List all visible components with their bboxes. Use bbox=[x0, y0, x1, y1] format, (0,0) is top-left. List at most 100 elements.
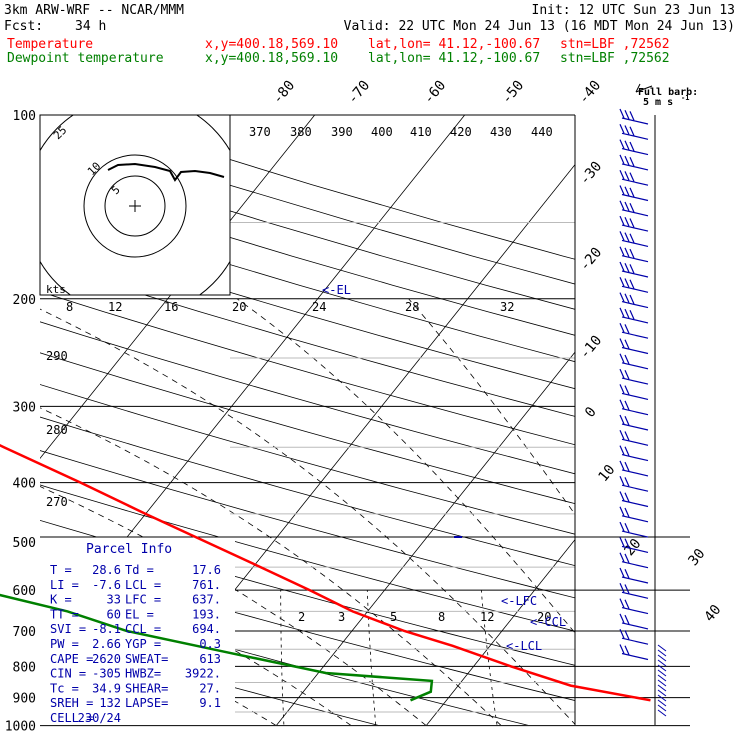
parcel-row-3-col-2: EL = bbox=[125, 607, 154, 621]
wind-barb-18 bbox=[619, 384, 649, 400]
dry-adiabat-390 bbox=[40, 291, 575, 446]
isotherm-10 bbox=[276, 351, 575, 725]
isotherm-label--70: -70 bbox=[345, 78, 374, 108]
parcel-row-7-col-3: 3922. bbox=[185, 667, 221, 681]
parcel-row-6-col-2: SWEAT= bbox=[125, 652, 168, 666]
pressure-label-900: 900 bbox=[13, 692, 36, 707]
dry-adiabat-370 bbox=[40, 352, 575, 505]
parcel-row-4-col-2: CCL = bbox=[125, 622, 161, 636]
parcel-row-1-col-3: 761. bbox=[192, 578, 221, 592]
dry-adiabat-290 bbox=[40, 632, 379, 725]
dry-adiabat-380 bbox=[40, 321, 575, 475]
wind-barb-17 bbox=[619, 368, 649, 385]
dewpoint-trace bbox=[0, 593, 434, 702]
wind-barb-30 bbox=[619, 567, 649, 584]
parcel-row-8-col-1: 34.9 bbox=[92, 681, 121, 695]
parcel-info-title: Parcel Info bbox=[86, 542, 172, 557]
wind-barb-20 bbox=[619, 414, 649, 431]
wind-barb-31 bbox=[619, 583, 649, 599]
parcel-row-3-col-1: 60 bbox=[107, 607, 121, 621]
dewpoint-station: stn=LBF ,72562 bbox=[560, 51, 670, 66]
parcel-row-9-col-2: LAPSE= bbox=[125, 696, 168, 710]
adiabat-label-270: 270 bbox=[46, 495, 68, 509]
dry-adiabat-410 bbox=[40, 232, 575, 390]
mixing-label-12: 12 bbox=[480, 610, 494, 624]
dewpoint-legend-label: Dewpoint temperature bbox=[7, 51, 164, 66]
parcel-row-8-col-2: SHEAR= bbox=[125, 681, 168, 695]
wind-barb-7 bbox=[619, 215, 649, 232]
dry-adiabat-labels: 290 280 270 bbox=[46, 349, 68, 509]
wind-barbs bbox=[619, 108, 667, 717]
wind-barb-16 bbox=[619, 353, 649, 370]
theta-e-label-400: 400 bbox=[371, 125, 393, 139]
dry-adiabat-400 bbox=[40, 261, 575, 417]
wind-barb-low-9 bbox=[657, 689, 667, 697]
parcel-row-0-col-0: T = bbox=[50, 563, 72, 577]
pressure-label-200: 200 bbox=[13, 293, 36, 308]
dry-adiabat-340 bbox=[40, 450, 575, 599]
wind-barb-25 bbox=[619, 491, 649, 508]
speed-label-8: 8 bbox=[66, 300, 73, 314]
theta-e-label-370: 370 bbox=[249, 125, 271, 139]
pressure-label-100: 100 bbox=[13, 109, 36, 124]
wind-barb-21 bbox=[619, 430, 649, 446]
parcel-row-1-col-0: LI = bbox=[50, 578, 79, 592]
isotherm-label--80: -80 bbox=[270, 78, 299, 108]
mixing-ratio-labels: 2 3 5 8 12 20 bbox=[298, 610, 551, 624]
dry-adiabat-460 bbox=[167, 139, 575, 260]
theta-e-label-380: 380 bbox=[290, 125, 312, 139]
lfc-marker: <-LFC bbox=[501, 594, 537, 608]
speed-label-24: 24 bbox=[312, 300, 326, 314]
isotherm-20 bbox=[426, 538, 575, 725]
parcel-row-5-col-0: PW = bbox=[50, 637, 79, 651]
parcel-row-4-col-3: 694. bbox=[192, 622, 221, 636]
parcel-row-2-col-0: K = bbox=[50, 593, 72, 607]
ccl-marker: <-CCL bbox=[530, 615, 566, 629]
parcel-row-7-col-1: -305 bbox=[92, 667, 121, 681]
wind-barb-3 bbox=[619, 154, 649, 171]
wind-barb-6 bbox=[619, 200, 649, 217]
isotherm-40 bbox=[716, 115, 740, 739]
isotherm-label--40: -40 bbox=[576, 78, 605, 108]
wind-barb-9 bbox=[619, 246, 649, 263]
theta-e-label-430: 430 bbox=[490, 125, 512, 139]
isotherm-labels: -80 -70 -60 -50 -40 -30 -20 -10 0 10 20 30 40 bbox=[270, 78, 725, 625]
parcel-row-10-col-1: 230/24 bbox=[78, 711, 121, 725]
wind-barb-26 bbox=[619, 506, 649, 523]
parcel-row-1-col-2: LCL = bbox=[125, 578, 161, 592]
isotherm-30 bbox=[566, 115, 740, 739]
parcel-row-0-col-3: 17.6 bbox=[192, 563, 221, 577]
wind-barb-8 bbox=[619, 231, 649, 247]
parcel-row-0-col-2: Td = bbox=[125, 563, 154, 577]
parcel-row-4-col-1: -8.1 bbox=[92, 622, 121, 636]
pressure-label-400: 400 bbox=[13, 477, 36, 492]
wind-barb-34 bbox=[619, 628, 649, 645]
wind-barb-low-13 bbox=[657, 709, 667, 717]
parcel-row-6-col-3: 613 bbox=[199, 652, 221, 666]
theta-e-label-390: 390 bbox=[331, 125, 353, 139]
wind-barb-22 bbox=[619, 445, 649, 462]
parcel-row-9-col-3: 9.1 bbox=[199, 696, 221, 710]
wind-barb-low-4 bbox=[657, 664, 667, 672]
parcel-row-8-col-3: 27. bbox=[199, 681, 221, 695]
wind-barb-11 bbox=[619, 277, 649, 293]
wind-barb-32 bbox=[619, 598, 649, 615]
parcel-row-4-col-0: SVI = bbox=[50, 622, 86, 636]
dewpoint-xy: x,y=400.18,569.10 bbox=[205, 51, 339, 66]
adiabat-label-290: 290 bbox=[46, 349, 68, 363]
mixing-label-5: 5 bbox=[390, 610, 397, 624]
theta-e-label-420: 420 bbox=[450, 125, 472, 139]
wind-barb-low-8 bbox=[657, 684, 667, 692]
pressure-label-600: 600 bbox=[13, 584, 36, 599]
wind-barb-27 bbox=[619, 521, 649, 538]
speed-label-32: 32 bbox=[500, 300, 514, 314]
mixing-label-3: 3 bbox=[338, 610, 345, 624]
hodograph: 25 10 5 kts bbox=[39, 114, 231, 296]
pressure-label-500: 500 bbox=[13, 536, 36, 551]
moist-adiabat-25 bbox=[40, 407, 502, 725]
pressure-label-800: 800 bbox=[13, 660, 36, 675]
isotherm--20 bbox=[40, 115, 316, 460]
wind-barb-low-5 bbox=[657, 669, 667, 677]
el-marker: <-EL bbox=[322, 283, 351, 297]
adiabat-label-280: 280 bbox=[46, 423, 68, 437]
